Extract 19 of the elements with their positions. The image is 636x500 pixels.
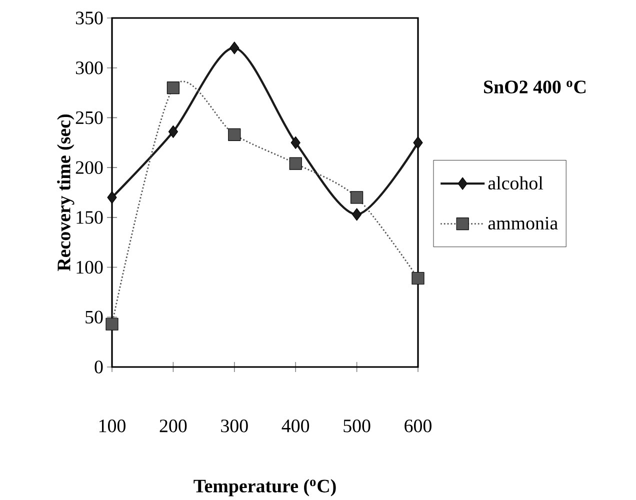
y-tick-label: 350 [76, 12, 103, 25]
legend-label: alcohol [488, 176, 544, 190]
x-tick-label: 500 [344, 420, 370, 432]
x-axis-title: Temperature ($^{o}$C) [194, 479, 336, 496]
x-tick-label: 300 [221, 420, 248, 432]
x-tick-label: 400 [282, 420, 310, 432]
y-tick-label: 100 [76, 261, 103, 274]
y-tick-label: 150 [76, 211, 103, 224]
y-tick-label: 50 [86, 310, 103, 324]
y-tick-label: 200 [76, 161, 103, 174]
y-tick-label: 0 [94, 360, 103, 374]
x-tick-label: 100 [99, 420, 126, 432]
y-tick-label: 300 [76, 62, 103, 74]
text: SnO2 400 $^{o}$C [484, 80, 586, 94]
x-tick-label: 200 [160, 420, 187, 432]
legend-label: ammonia [488, 217, 558, 230]
y-tick-label: 250 [76, 112, 103, 124]
y-axis-title: Recovery time (sec) [57, 114, 74, 272]
x-tick-label: 600 [404, 420, 432, 432]
